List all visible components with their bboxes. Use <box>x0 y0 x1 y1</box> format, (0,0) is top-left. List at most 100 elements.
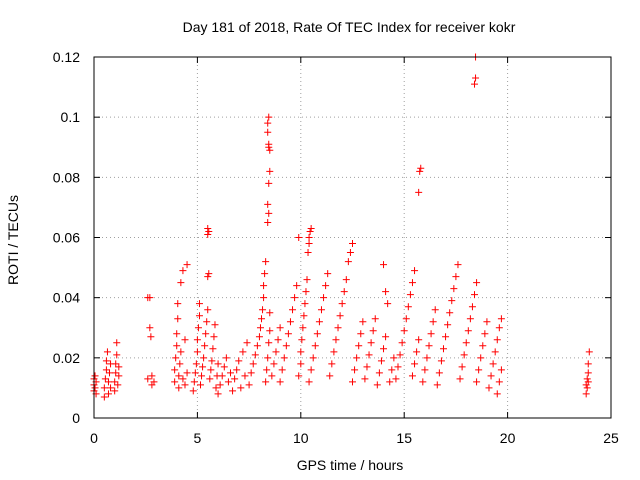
data-point <box>481 330 489 338</box>
data-point <box>382 288 390 296</box>
data-point <box>200 354 208 362</box>
data-point <box>201 342 209 350</box>
data-point <box>291 294 299 302</box>
data-point <box>493 390 501 398</box>
y-tick-label: 0.04 <box>53 290 80 306</box>
data-point <box>176 360 184 368</box>
data-point <box>91 384 99 392</box>
data-point <box>113 339 121 347</box>
data-point <box>421 366 429 374</box>
data-point <box>334 324 342 332</box>
data-point <box>416 167 424 175</box>
data-point <box>204 224 212 232</box>
data-point <box>304 249 312 257</box>
data-point <box>475 366 483 374</box>
data-point <box>183 261 191 269</box>
data-point <box>302 288 310 296</box>
x-tick-labels: 0 5 10 15 20 25 <box>90 430 619 446</box>
data-point <box>448 297 456 305</box>
data-point <box>270 360 278 368</box>
data-point <box>261 270 269 278</box>
data-point <box>298 336 306 344</box>
data-point <box>173 342 181 350</box>
data-point <box>324 270 332 278</box>
data-point <box>377 357 385 365</box>
data-point <box>344 258 352 266</box>
data-point <box>205 227 213 235</box>
data-point <box>233 366 241 374</box>
data-point <box>390 354 398 362</box>
data-point <box>112 360 120 368</box>
data-point <box>400 327 408 335</box>
data-point <box>210 333 218 341</box>
data-point <box>171 366 179 374</box>
data-point <box>309 354 317 362</box>
data-point <box>193 336 201 344</box>
data-point <box>218 372 226 380</box>
data-point <box>351 366 359 374</box>
data-point <box>427 330 435 338</box>
data-point <box>322 282 330 290</box>
data-point <box>203 318 211 326</box>
y-tick-label: 0.02 <box>53 350 80 366</box>
data-point <box>208 357 216 365</box>
data-point <box>384 300 392 308</box>
data-point <box>446 309 454 317</box>
data-point <box>183 369 191 377</box>
data-point <box>471 291 479 299</box>
data-point <box>361 375 369 383</box>
data-point <box>272 348 280 356</box>
data-point <box>175 372 183 380</box>
data-point <box>177 348 185 356</box>
data-point <box>214 390 222 398</box>
data-point <box>439 345 447 353</box>
data-point <box>373 381 381 389</box>
data-point <box>295 234 303 241</box>
data-point <box>583 375 591 383</box>
data-point <box>266 327 274 335</box>
data-point <box>584 360 592 368</box>
data-point <box>241 372 249 380</box>
data-point <box>406 291 414 299</box>
data-point <box>148 372 156 380</box>
x-axis-label: GPS time / hours <box>297 457 404 473</box>
data-point <box>456 375 464 383</box>
data-point <box>408 372 416 380</box>
data-point <box>452 273 460 281</box>
data-point <box>231 375 239 383</box>
data-point <box>584 378 592 386</box>
data-point <box>181 381 189 389</box>
data-point <box>297 360 305 368</box>
axis-ticks <box>93 56 612 419</box>
data-point <box>146 294 154 302</box>
data-point <box>206 375 214 383</box>
data-point <box>582 390 590 398</box>
data-point <box>417 164 425 172</box>
data-point <box>197 381 205 389</box>
data-point <box>433 381 441 389</box>
data-point <box>375 369 383 377</box>
data-point <box>265 209 273 217</box>
data-point <box>104 390 112 398</box>
data-point <box>190 378 198 386</box>
data-point <box>106 369 114 377</box>
data-point <box>382 333 390 341</box>
data-point <box>266 167 274 175</box>
data-point <box>174 300 182 308</box>
data-point <box>454 261 462 269</box>
data-point <box>114 381 122 389</box>
data-point <box>255 333 263 341</box>
data-point <box>338 300 346 308</box>
data-point <box>195 300 203 308</box>
y-tick-label: 0.1 <box>61 109 81 125</box>
data-point <box>263 366 271 374</box>
data-point <box>423 354 431 362</box>
data-point <box>256 324 264 332</box>
data-point <box>243 339 251 347</box>
data-point <box>305 240 313 248</box>
y-axis-label: ROTI / TECUs <box>5 195 21 285</box>
data-point <box>411 360 419 368</box>
x-tick-label: 0 <box>90 430 98 446</box>
x-tick-label: 10 <box>293 430 309 446</box>
data-point <box>415 336 423 344</box>
